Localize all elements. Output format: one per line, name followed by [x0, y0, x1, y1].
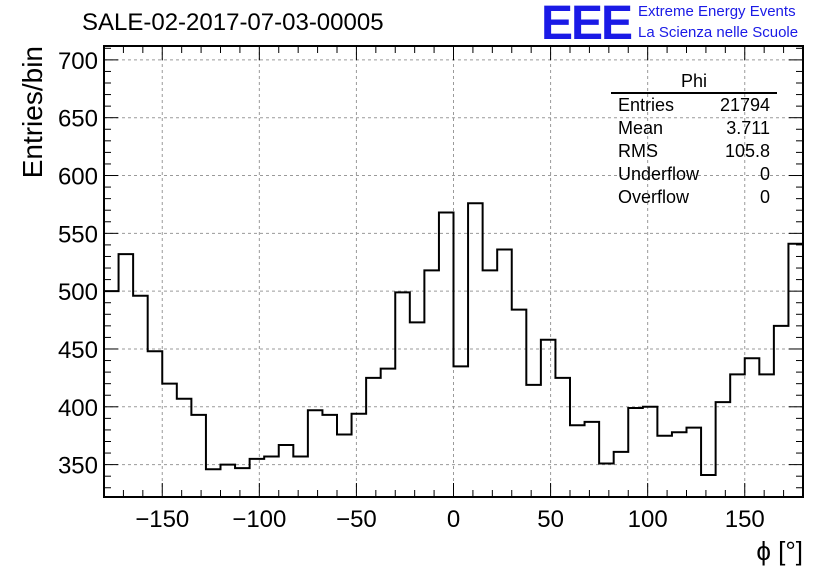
plot-frame: [103, 45, 804, 498]
y-axis-label: Entries/bin: [17, 46, 48, 178]
logo-tagline-1: Extreme Energy Events: [638, 3, 796, 20]
y-tick-label: 500: [58, 279, 98, 306]
stats-row: Entries 21794: [611, 94, 777, 117]
y-tick-labels: 350 400 450 500 550 600 650 700: [58, 48, 98, 480]
x-axis-label: ϕ [°]: [756, 536, 803, 566]
stats-key: RMS: [618, 141, 658, 161]
stats-key: Entries: [618, 95, 675, 115]
eee-logo: EEE: [541, 0, 633, 50]
x-tick-label: −100: [232, 506, 286, 533]
x-tick-label: 0: [447, 506, 460, 533]
y-tick-label: 650: [58, 106, 98, 133]
stats-box: Phi Entries 21794 Mean 3.711 RMS 105.8 Unde…: [611, 70, 777, 209]
y-tick-label: 350: [58, 453, 98, 480]
stats-key: Mean: [618, 118, 664, 138]
histogram-step-line: [104, 182, 804, 477]
stats-value: 0: [759, 187, 770, 207]
stats-key: Overflow: [618, 187, 690, 207]
x-tick-label: 100: [628, 506, 668, 533]
x-tick-label: 50: [537, 506, 564, 533]
stats-value: 21794: [719, 95, 770, 115]
stats-row: Mean 3.711: [611, 117, 777, 140]
stats-row: Overflow 0: [611, 186, 777, 209]
y-tick-label: 400: [58, 395, 98, 422]
stats-value: 3.711: [726, 118, 770, 138]
stats-row: Underflow 0: [611, 163, 777, 186]
axis-ticks: [104, 46, 803, 497]
x-tick-label: −150: [135, 506, 189, 533]
stats-key: Underflow: [618, 164, 700, 184]
y-tick-label: 700: [58, 48, 98, 75]
y-tick-label: 550: [58, 221, 98, 248]
chart-title: SALE-02-2017-07-03-00005: [82, 9, 384, 36]
stats-value: 105.8: [724, 141, 770, 161]
x-tick-labels: −150 −100 −50 0 50 100 150: [135, 506, 765, 533]
logo-tagline-2: La Scienza nelle Scuole: [638, 24, 799, 41]
y-tick-label: 450: [58, 337, 98, 364]
y-tick-label: 600: [58, 164, 98, 191]
stats-title: Phi: [611, 70, 777, 94]
stats-row: RMS 105.8: [611, 140, 777, 163]
x-tick-label: 150: [725, 506, 765, 533]
stats-value: 0: [759, 164, 770, 184]
x-tick-label: −50: [336, 506, 377, 533]
